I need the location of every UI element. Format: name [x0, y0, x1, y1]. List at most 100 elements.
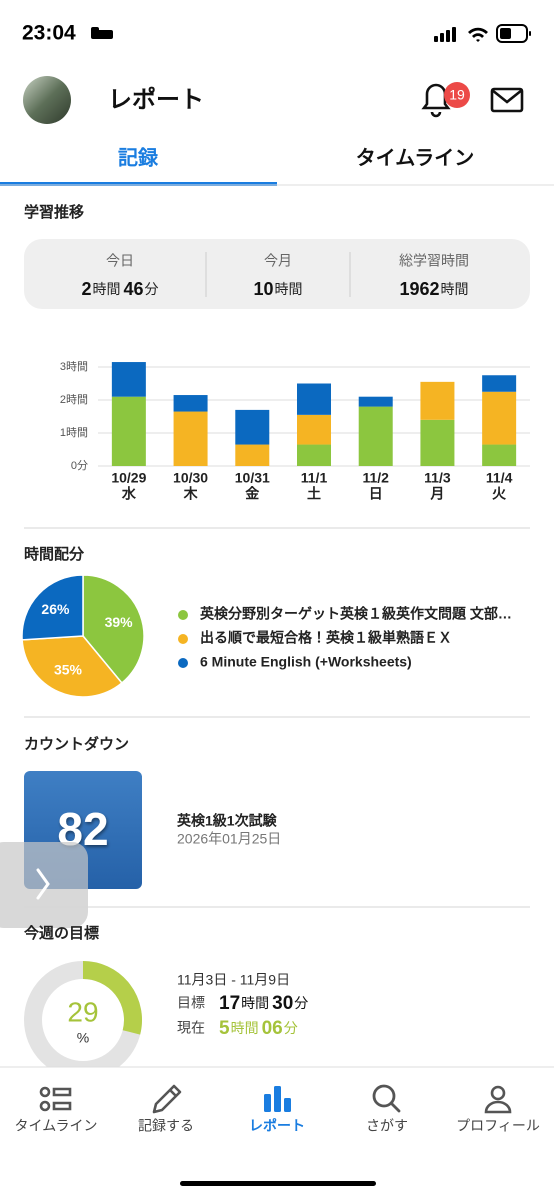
status-time: 23:04	[22, 22, 76, 45]
nav-item[interactable]: プロフィール	[456, 1118, 540, 1134]
number: 30	[272, 993, 293, 1014]
pie-slice	[21, 635, 123, 698]
nav-icon	[372, 1084, 401, 1113]
legend-label: 英検分野別ターゲット英検１級英作文問題 文部…	[199, 606, 512, 622]
tab[interactable]: 記録	[118, 145, 159, 169]
unit: 時間	[92, 281, 120, 297]
pie-slice	[21, 574, 84, 641]
pie-slice	[82, 574, 145, 685]
stat-value: 1962時間	[399, 279, 468, 299]
bar-segment	[173, 411, 208, 466]
stat-label: 今月	[264, 253, 292, 269]
stat-value: 10時間	[253, 279, 302, 299]
unit: 分	[145, 281, 159, 297]
countdown-event: 英検1級1次試験	[176, 813, 278, 829]
x-tick-sublabel: 土	[307, 486, 321, 502]
nav-icon	[484, 1085, 512, 1114]
bar-segment	[482, 391, 517, 445]
y-tick-label: 3時間	[60, 360, 88, 373]
unit: 分	[284, 1020, 298, 1036]
bar-segment	[420, 419, 455, 466]
nav-item[interactable]: さがす	[366, 1118, 408, 1134]
x-tick-sublabel: 木	[183, 486, 199, 502]
goal-unit: %	[77, 1030, 89, 1046]
y-tick-label: 0分	[71, 459, 88, 472]
goal-arc	[82, 961, 142, 1035]
x-tick-label: 11/3	[424, 470, 451, 486]
x-tick-sublabel: 金	[245, 486, 260, 502]
pie-label: 39%	[105, 614, 134, 630]
number: 1962	[399, 279, 439, 299]
goal-percent: 29	[67, 996, 98, 1027]
number: 06	[262, 1018, 283, 1039]
nav-icon	[264, 1086, 291, 1112]
legend-label: 6 Minute English (+Worksheets)	[200, 654, 412, 670]
section-title: 学習推移	[24, 203, 84, 221]
bar-segment	[297, 444, 331, 466]
mail-button[interactable]	[490, 87, 524, 113]
x-tick-label: 10/30	[173, 470, 208, 486]
x-tick-label: 11/1	[301, 470, 328, 486]
nav-icon	[152, 1084, 182, 1114]
nav-item[interactable]: タイムライン	[14, 1118, 97, 1134]
number: 2	[81, 279, 91, 299]
goal-range: 11月3日 - 11月9日	[177, 972, 290, 988]
tab[interactable]: タイムライン	[356, 146, 475, 169]
x-tick-label: 11/2	[362, 470, 389, 486]
home-indicator	[180, 1181, 376, 1186]
bar-segment	[235, 444, 270, 466]
nav-item[interactable]: 記録する	[138, 1118, 194, 1134]
x-tick-sublabel: 月	[429, 486, 444, 502]
avatar[interactable]	[23, 76, 71, 124]
number: 10	[253, 279, 273, 299]
nav-icon	[39, 1086, 72, 1112]
tab-indicator	[0, 182, 277, 186]
section-title: 時間配分	[24, 545, 85, 563]
pie-label: 35%	[54, 661, 83, 677]
y-tick-label: 2時間	[60, 393, 88, 406]
nav-item[interactable]: レポート	[249, 1118, 305, 1134]
goal-row-value: 17時間 30分	[219, 993, 308, 1014]
section-title: 今週の目標	[24, 924, 99, 942]
bar-segment	[482, 375, 517, 392]
countdown-date: 2026年01月25日	[177, 831, 281, 847]
bar-segment	[111, 362, 146, 397]
x-tick-sublabel: 火	[492, 486, 506, 502]
x-tick-sublabel: 日	[369, 486, 383, 502]
x-tick-sublabel: 水	[121, 486, 137, 502]
bar-segment	[482, 444, 517, 466]
bar-segment	[111, 396, 146, 466]
stat-value: 2時間 46分	[81, 279, 158, 299]
x-tick-label: 11/4	[486, 470, 513, 486]
bar-segment	[358, 396, 393, 407]
bar-segment	[420, 381, 455, 420]
y-tick-label: 1時間	[60, 426, 88, 439]
bar-segment	[297, 383, 331, 415]
unit: 時間	[441, 281, 469, 297]
badge-count: 19	[449, 87, 465, 103]
legend-dot	[178, 634, 188, 644]
goal-row-label: 現在	[177, 1020, 205, 1036]
unit: 分	[294, 995, 308, 1011]
unit: 時間	[275, 281, 303, 297]
legend-dot	[178, 610, 188, 620]
number: 46	[123, 279, 143, 299]
bar-segment	[173, 395, 208, 412]
bar-segment	[358, 406, 393, 466]
x-tick-label: 10/31	[235, 470, 270, 486]
x-tick-label: 10/29	[111, 470, 146, 486]
unit: 時間	[231, 1020, 259, 1036]
number: 5	[219, 1018, 230, 1039]
status-icons	[91, 24, 531, 43]
stat-label: 今日	[106, 253, 134, 269]
side-handle[interactable]	[0, 842, 88, 928]
section-title: カウントダウン	[24, 735, 129, 753]
number: 17	[219, 993, 240, 1014]
unit: 時間	[241, 995, 269, 1011]
stat-label: 総学習時間	[399, 253, 469, 269]
bar-segment	[235, 409, 270, 445]
goal-row-label: 目標	[177, 995, 205, 1011]
badge	[444, 82, 470, 108]
